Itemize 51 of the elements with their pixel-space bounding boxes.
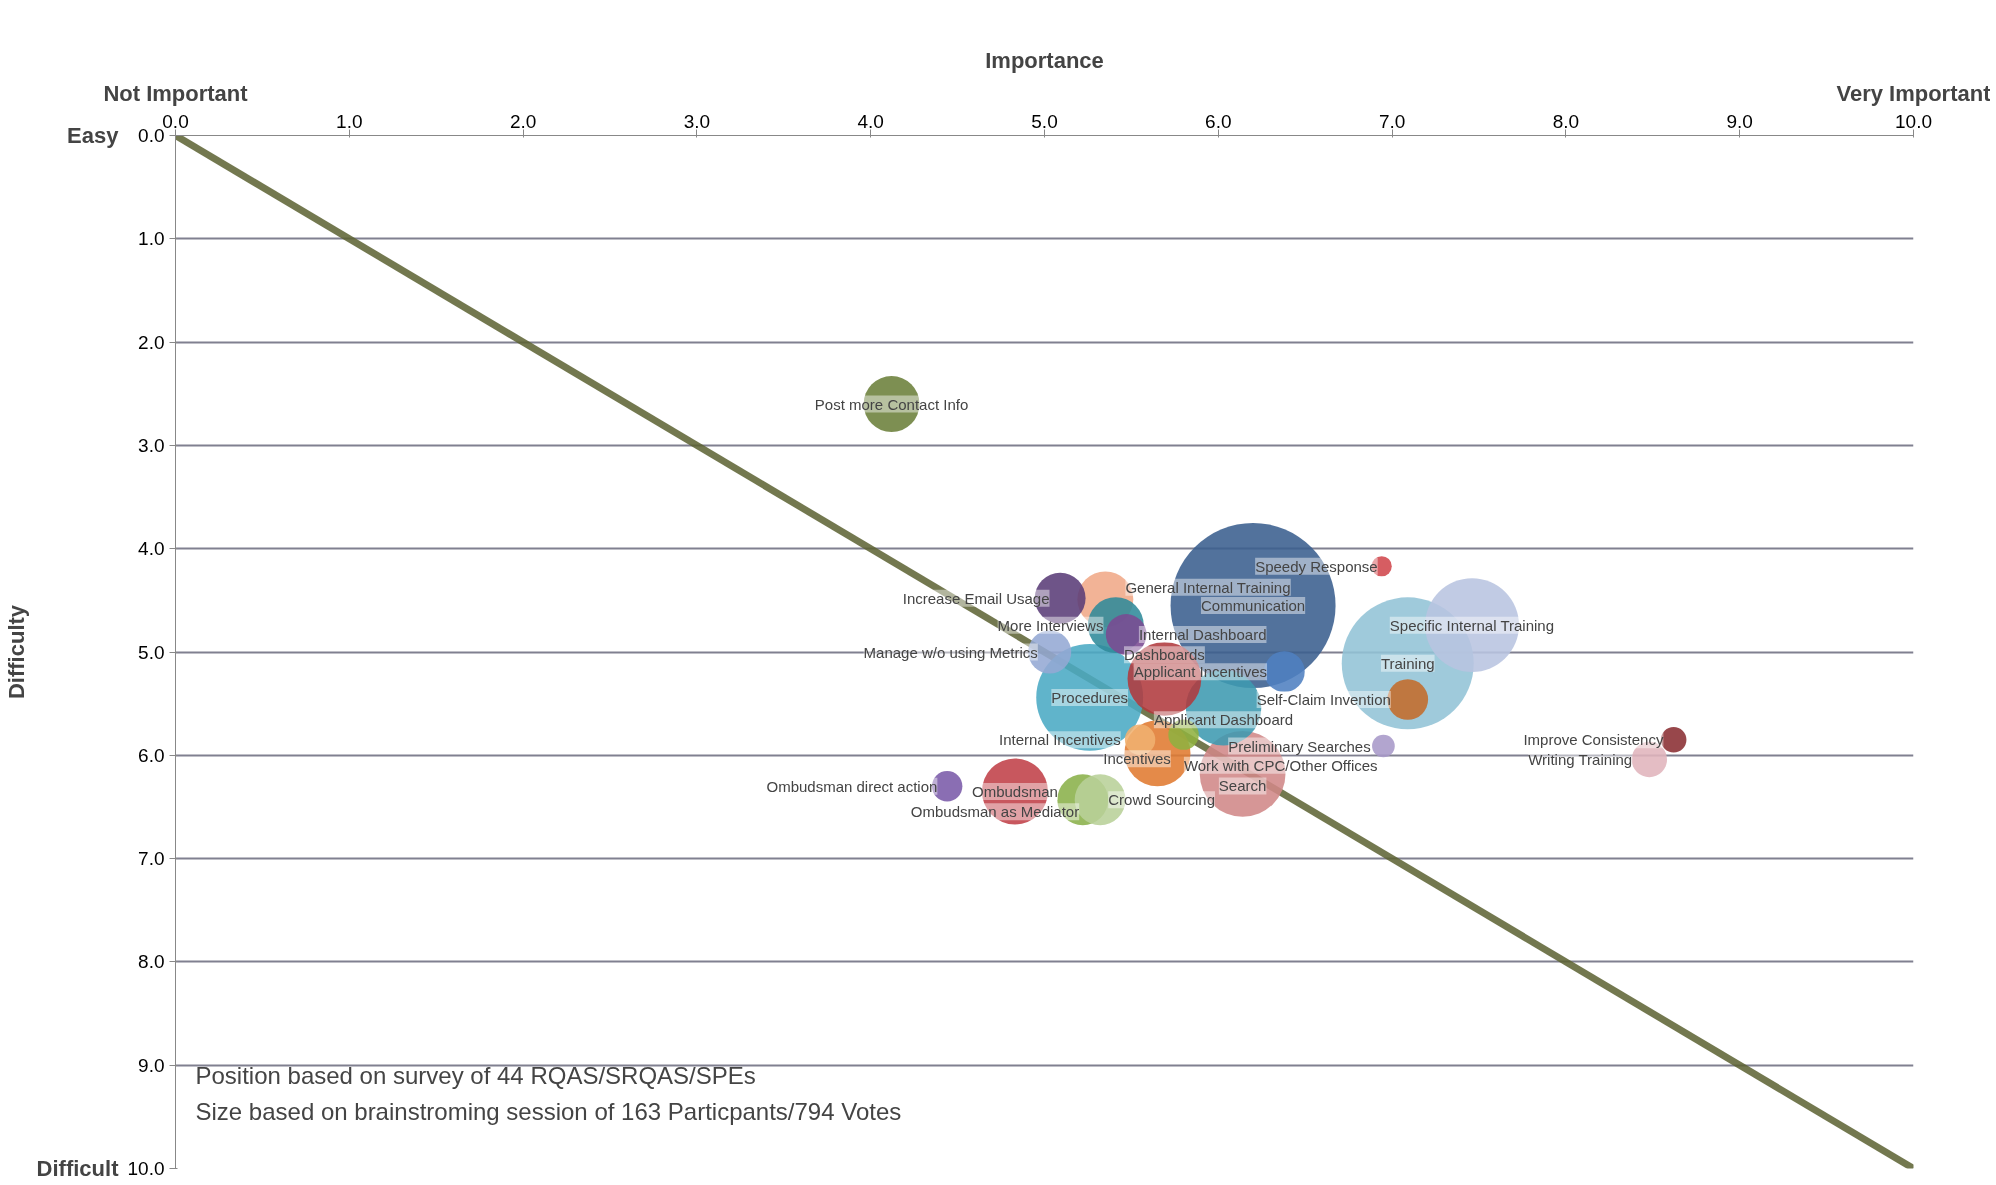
series-label: Speedy Response [1255,557,1378,575]
series-label: Ombudsman direct action [766,777,938,795]
x-tick-label: 0.0 [162,110,189,132]
series-label: Search [1218,777,1267,795]
x-tick-label: 8.0 [1552,110,1580,132]
series-label: General Internal Training [1125,578,1291,596]
series-label: Training [1380,654,1435,672]
y-tick-label: 10.0 [127,1158,165,1179]
y-tick-label: 3.0 [138,434,165,456]
series-label: Procedures [1051,688,1129,706]
x-tick-label: 7.0 [1378,110,1406,132]
series-label: Communication [1200,597,1306,615]
x-tick-label: 2.0 [509,110,537,132]
y-tick-label: 8.0 [138,951,165,973]
series-label: Self-Claim Invention [1256,691,1391,709]
text: Not Important [103,80,249,106]
x-tick-label: 1.0 [336,110,363,132]
y-axis-title: Difficulty [3,604,29,700]
series-label: Manage w/o using Metrics [863,643,1038,661]
y-tick-label: 0.0 [138,125,165,146]
x-tick-label: 9.0 [1726,110,1753,132]
y-tick-label: 6.0 [138,744,165,766]
text: Easy [67,123,120,148]
x-tick-label: 4.0 [857,110,884,132]
y-tick-label: 5.0 [138,641,165,663]
y-tick-label: 1.0 [138,228,165,250]
x-axis-title: Importance [985,47,1104,73]
y-tick-label: 9.0 [138,1054,165,1076]
series-label: Incentives [1103,750,1171,768]
series-label: Increase Email Usage [902,589,1050,607]
y-tick-label: 4.0 [138,538,165,560]
series-label: Applicant Incentives [1133,663,1268,681]
text: Difficult [36,1155,120,1181]
x-tick-label: 3.0 [683,110,711,132]
series-label: Crowd Sourcing [1108,791,1215,809]
series-label: Writing Training [1528,750,1633,768]
x-tick-label: 10.0 [1895,110,1932,132]
series-label: Preliminary Searches [1228,737,1371,755]
x-tick-label: 6.0 [1205,110,1232,132]
annotation: Position based on survey of 44 RQAS/SRQAS/SPEs [195,1061,756,1089]
series-label: More Interviews [997,616,1104,634]
series-label: Dashboards [1123,646,1205,664]
text: Very Important [1836,80,1992,106]
x-tick-label: 5.0 [1031,110,1058,132]
series-label: Specific Internal Training [1389,616,1555,634]
annotation: Size based on brainstroming session of 163 Particpants/794 Votes [195,1097,902,1125]
y-tick-label: 2.0 [138,331,165,353]
series-label: Internal Dashboard [1138,625,1267,643]
series-label: Work with CPC/Other Offices [1183,756,1378,774]
series-label: Internal Incentives [998,731,1121,749]
y-tick-label: 7.0 [138,848,165,870]
